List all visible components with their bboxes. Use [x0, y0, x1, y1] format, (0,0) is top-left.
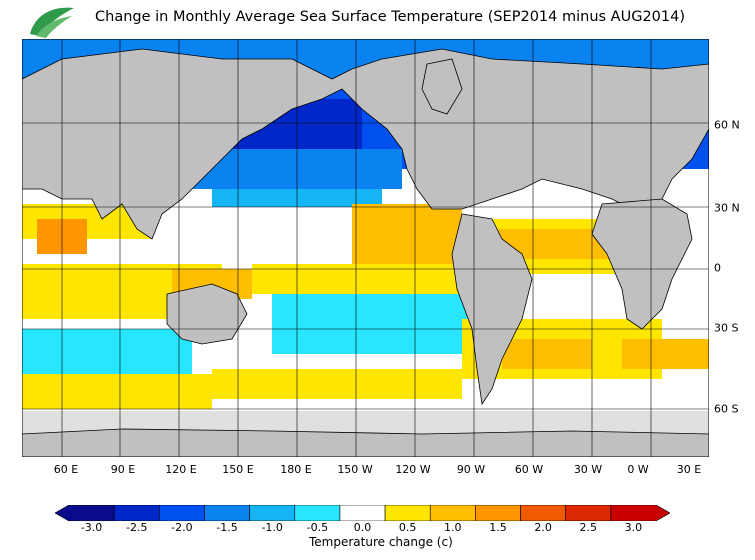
colorbar [55, 505, 670, 521]
longitude-label: 60 E [53, 463, 79, 476]
colorbar-tick-label: -1.0 [261, 521, 283, 534]
longitude-label: 120 W [395, 463, 431, 476]
longitude-label: 120 E [165, 463, 197, 476]
colorbar-tick-label: -1.5 [216, 521, 238, 534]
colorbar-segment [610, 505, 670, 521]
colorbar-tick-label: 1.5 [489, 521, 507, 534]
colorbar-segment [384, 505, 431, 521]
colorbar-tick-label: -2.5 [125, 521, 148, 534]
colorbar-segment [475, 505, 521, 521]
colorbar-tick-label: 2.5 [579, 521, 598, 534]
colorbar-segment [159, 505, 205, 521]
colorbar-tick-label: 2.0 [534, 521, 552, 534]
colorbar-tick-label: 0.0 [353, 521, 372, 534]
colorbar-segment [565, 505, 612, 521]
colorbar-segment [249, 505, 296, 521]
longitude-label: 180 E [280, 463, 312, 476]
longitude-label: 0 W [627, 463, 649, 476]
longitude-label: 150 E [222, 463, 254, 476]
longitude-label: 90 E [110, 463, 136, 476]
sst-change-map [22, 39, 709, 457]
colorbar-segment [113, 505, 160, 521]
colorbar-tick-label: 1.0 [444, 521, 462, 534]
longitude-label: 30 W [573, 463, 603, 476]
map-title: Change in Monthly Average Sea Surface Te… [95, 9, 685, 25]
latitude-label: 60 S [714, 402, 739, 416]
latitude-label: 30 S [714, 321, 739, 335]
colorbar-segment [55, 505, 115, 521]
latitude-label: 30 N [714, 201, 740, 215]
land-masses [22, 48, 709, 457]
colorbar-tick-label: -2.0 [171, 521, 193, 534]
colorbar-segment [339, 505, 386, 521]
colorbar-segment [520, 505, 566, 521]
longitude-label: 90 W [456, 463, 486, 476]
longitude-label: 150 W [337, 463, 373, 476]
colorbar-segment [429, 505, 476, 521]
longitude-label: 60 W [514, 463, 544, 476]
graticule [22, 39, 709, 457]
colorbar-tick-label: 0.5 [398, 521, 417, 534]
colorbar-tick-label: -0.5 [306, 521, 329, 534]
colorbar-segment [204, 505, 250, 521]
longitude-label: 30 E [676, 463, 702, 476]
colorbar-tick-label: 3.0 [624, 521, 643, 534]
latitude-label: 60 N [714, 118, 740, 132]
colorbar-tick-label: -3.0 [80, 521, 103, 534]
colorbar-title: Temperature change (c) [309, 535, 453, 549]
colorbar-segment [294, 505, 341, 521]
latitude-label: 0 [714, 261, 721, 275]
